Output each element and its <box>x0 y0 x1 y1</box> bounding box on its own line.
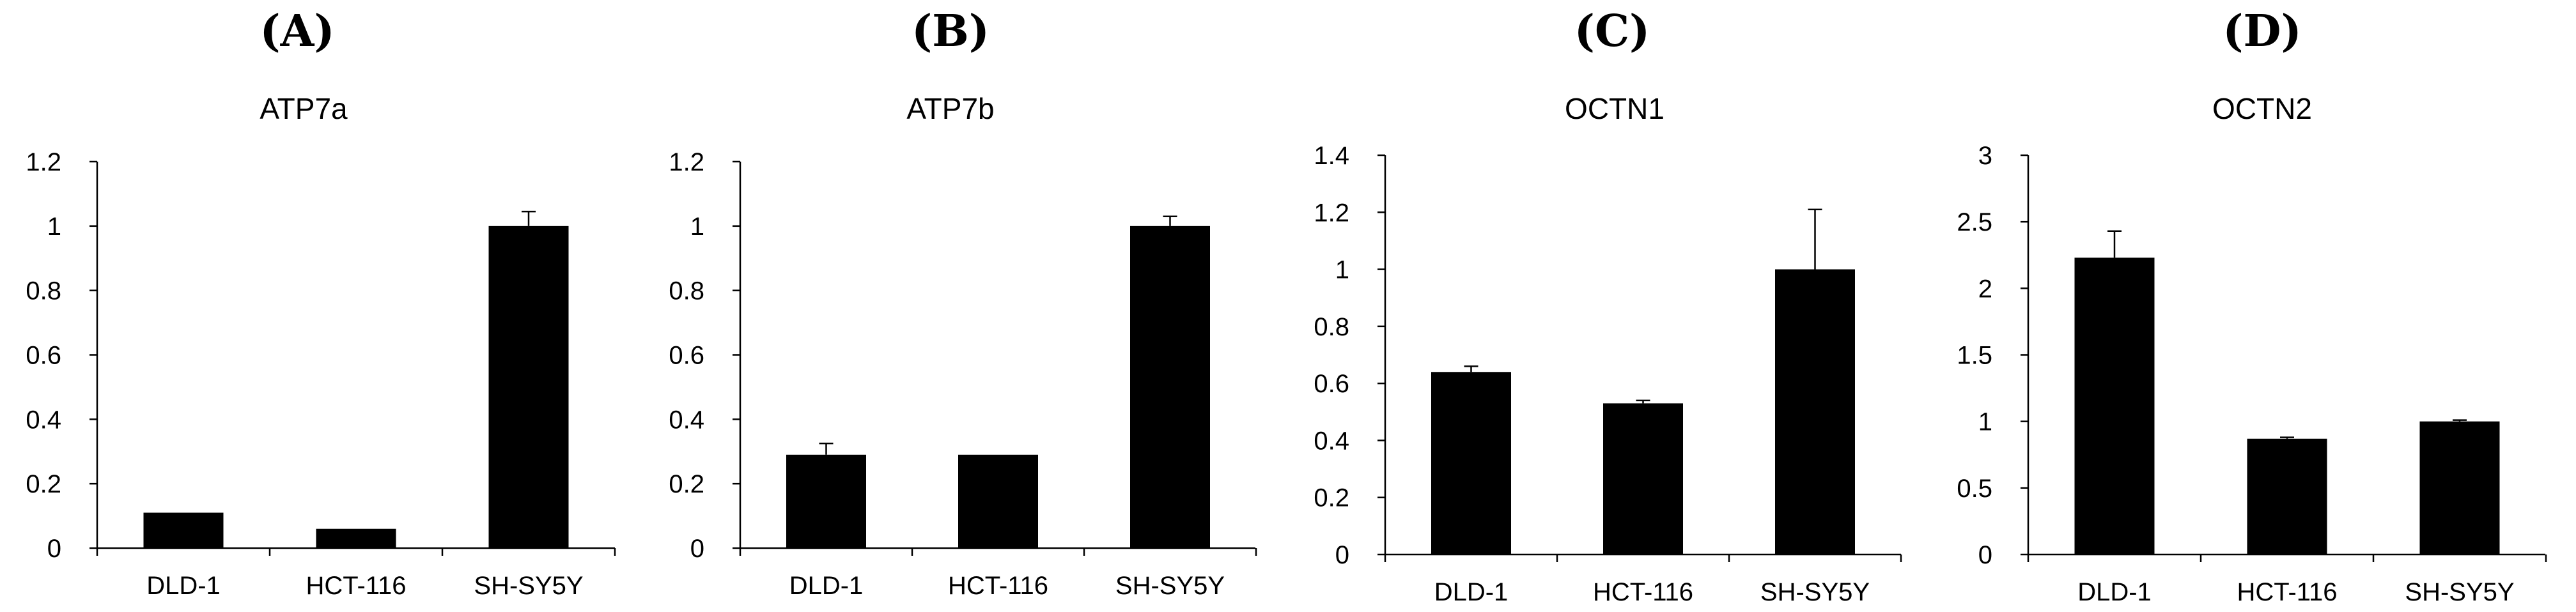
bar-dld-1 <box>1431 372 1511 555</box>
bar-sh-sy5y <box>488 226 569 548</box>
panel-label: (B) <box>912 6 989 57</box>
y-tick-label: 0.8 <box>26 277 61 305</box>
y-tick-label: 0.8 <box>1314 313 1349 341</box>
y-tick-label: 1 <box>47 213 61 241</box>
bar-hct-116 <box>316 528 396 548</box>
y-tick-label: 0.8 <box>669 277 704 305</box>
category-label: DLD-1 <box>789 572 864 600</box>
y-tick-label: 1.2 <box>1314 199 1349 227</box>
category-label: HCT-116 <box>306 572 406 600</box>
bar-dld-1 <box>786 454 866 548</box>
y-tick-label: 1.2 <box>669 148 704 176</box>
y-tick-label: 1 <box>1335 256 1349 284</box>
bar-dld-1 <box>143 512 224 548</box>
bar-hct-116 <box>958 454 1038 548</box>
y-tick-label: 0 <box>1978 541 1992 569</box>
panel-label: (D) <box>2223 6 2301 57</box>
y-tick-label: 0.4 <box>26 406 61 434</box>
y-tick-label: 2.5 <box>1957 208 1992 236</box>
y-tick-label: 3 <box>1978 142 1992 170</box>
chart-panel-1: (B) ATP7b 0 0.2 0.4 0.6 0.8 1 1.2 DLD-1 HCT-116 SH-… <box>669 6 1257 600</box>
y-tick-label: 1.4 <box>1314 142 1349 170</box>
bar-dld-1 <box>2074 257 2155 555</box>
y-tick-label: 0 <box>690 535 704 563</box>
y-tick-label: 1.5 <box>1957 342 1992 370</box>
bar-sh-sy5y <box>1775 269 1855 555</box>
y-tick-label: 0.2 <box>669 470 704 498</box>
y-tick-label: 0.4 <box>669 406 704 434</box>
category-label: DLD-1 <box>146 572 221 600</box>
bar-sh-sy5y <box>2419 421 2500 555</box>
category-label: HCT-116 <box>948 572 1048 600</box>
category-label: SH-SY5Y <box>1760 578 1870 606</box>
chart-title: ATP7b <box>906 92 994 125</box>
y-tick-label: 0 <box>1335 541 1349 569</box>
chart-title: OCTN1 <box>1565 92 1664 125</box>
y-tick-label: 2 <box>1978 275 1992 303</box>
y-tick-label: 0.2 <box>1314 484 1349 512</box>
category-label: DLD-1 <box>1434 578 1509 606</box>
panel-label: (A) <box>260 6 334 57</box>
bar-sh-sy5y <box>1130 226 1210 548</box>
y-tick-label: 0.6 <box>1314 370 1349 398</box>
category-label: HCT-116 <box>2237 578 2337 606</box>
y-tick-label: 1 <box>1978 408 1992 436</box>
y-tick-label: 0.2 <box>26 470 61 498</box>
chart-title: ATP7a <box>260 92 348 125</box>
panel-label: (C) <box>1574 6 1650 57</box>
y-tick-label: 0 <box>47 535 61 563</box>
y-tick-label: 0.6 <box>669 342 704 370</box>
bar-hct-116 <box>1603 403 1683 555</box>
chart-panel-3: (D) OCTN2 0 0.5 1 1.5 2 2.5 3 DLD-1 HCT-116 SH-SY5Y <box>1957 6 2547 606</box>
category-label: SH-SY5Y <box>2405 578 2514 606</box>
y-tick-label: 0.6 <box>26 342 61 370</box>
chart-panel-2: (C) OCTN1 0 0.2 0.4 0.6 0.8 1 1.2 1.4 DLD-1 HCT-116… <box>1314 6 1902 606</box>
chart-title: OCTN2 <box>2212 92 2312 125</box>
y-tick-label: 1.2 <box>26 148 61 176</box>
y-tick-label: 0.4 <box>1314 427 1349 455</box>
category-label: SH-SY5Y <box>474 572 583 600</box>
category-label: SH-SY5Y <box>1115 572 1225 600</box>
bar-hct-116 <box>2247 438 2327 555</box>
y-tick-label: 1 <box>690 213 704 241</box>
chart-panel-0: (A) ATP7a 0 0.2 0.4 0.6 0.8 1 1.2 DLD-1 HCT-116 SH-… <box>26 6 616 600</box>
y-tick-label: 0.5 <box>1957 475 1992 503</box>
category-label: HCT-116 <box>1593 578 1693 606</box>
category-label: DLD-1 <box>2077 578 2152 606</box>
